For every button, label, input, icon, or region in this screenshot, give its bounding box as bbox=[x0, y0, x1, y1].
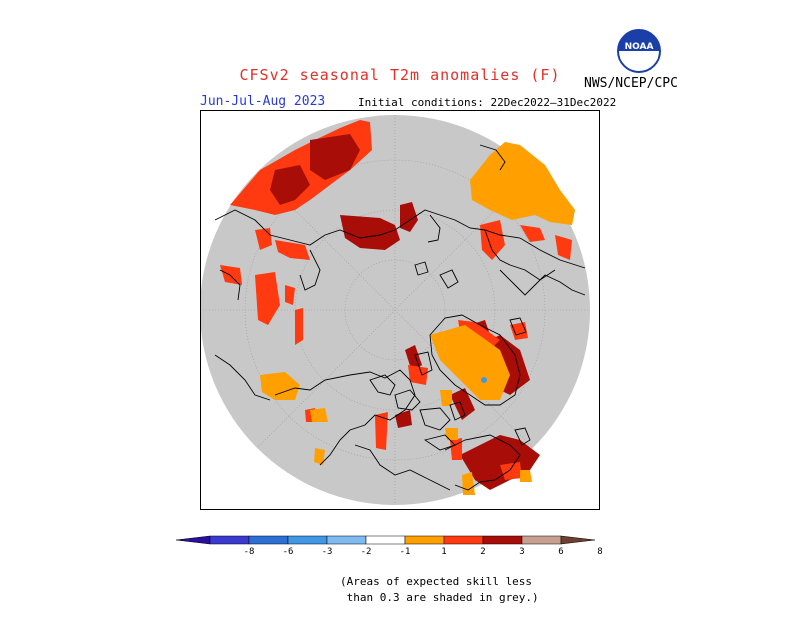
colorbar-tick-label: -6 bbox=[283, 547, 294, 557]
colorbar-tick-label: 8 bbox=[597, 547, 602, 557]
colorbar-arrow-low bbox=[176, 536, 210, 544]
colorbar: -8 -6 -3 -2 -1 1 2 3 6 8 bbox=[170, 530, 630, 560]
skill-footnote: (Areas of expected skill less than 0.3 a… bbox=[340, 574, 539, 606]
colorbar-tick-label: -8 bbox=[244, 547, 255, 557]
footnote-line-1: (Areas of expected skill less bbox=[340, 574, 539, 590]
map-border bbox=[200, 110, 600, 510]
colorbar-segment bbox=[327, 536, 366, 544]
colorbar-tick-label: 6 bbox=[558, 547, 563, 557]
logo-text: NOAA bbox=[625, 42, 654, 52]
colorbar-arrow-high bbox=[561, 536, 595, 544]
colorbar-segment bbox=[522, 536, 561, 544]
colorbar-tick-label: -2 bbox=[361, 547, 372, 557]
colorbar-segment bbox=[366, 536, 405, 544]
colorbar-tick-label: -3 bbox=[322, 547, 333, 557]
colorbar-segment bbox=[405, 536, 444, 544]
colorbar-segment bbox=[210, 536, 249, 544]
colorbar-tick-label: 2 bbox=[480, 547, 485, 557]
colorbar-segment bbox=[444, 536, 483, 544]
chart-title: CFSv2 seasonal T2m anomalies (F) bbox=[0, 66, 800, 84]
colorbar-tick-label: -1 bbox=[400, 547, 411, 557]
organization-label: NWS/NCEP/CPC bbox=[584, 76, 678, 91]
initial-conditions-label: Initial conditions: 22Dec2022—31Dec2022 bbox=[358, 96, 616, 109]
colorbar-tick-label: 3 bbox=[519, 547, 524, 557]
footnote-line-2: than 0.3 are shaded in grey.) bbox=[340, 590, 539, 606]
colorbar-segment bbox=[288, 536, 327, 544]
polar-map bbox=[200, 110, 600, 510]
colorbar-segment bbox=[249, 536, 288, 544]
colorbar-tick-label: 1 bbox=[441, 547, 446, 557]
period-label: Jun-Jul-Aug 2023 bbox=[200, 94, 325, 109]
colorbar-segment bbox=[483, 536, 522, 544]
